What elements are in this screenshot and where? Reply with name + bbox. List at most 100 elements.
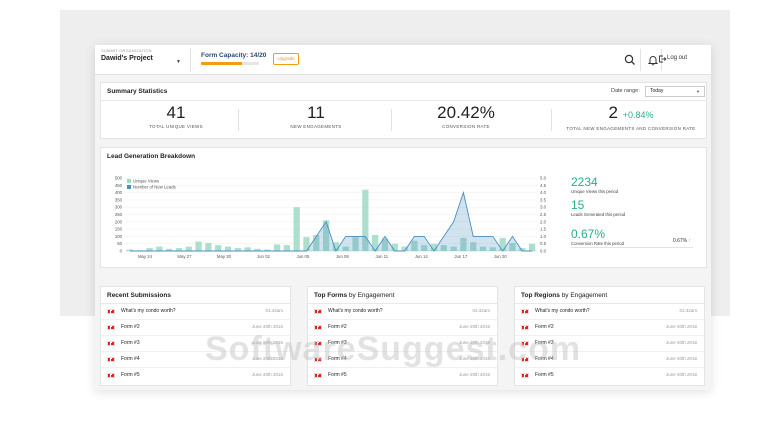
summary-title: Summary Statistics: [107, 88, 168, 95]
stat-label: TOTAL NEW ENGAGEMENTS AND CONVERSION RAT…: [566, 126, 696, 131]
row-date: June 20th 2016: [251, 340, 283, 345]
bar: [234, 248, 241, 251]
y-left-tick-label: 500: [115, 176, 123, 181]
list-item[interactable]: Form #4 June 20th 2016: [308, 352, 497, 368]
row-date: 01:42am: [265, 308, 283, 313]
date-range-select[interactable]: Today ▼: [645, 86, 705, 97]
bar: [205, 242, 212, 251]
bar: [342, 246, 349, 251]
canada-flag-icon: [521, 357, 529, 362]
y-left-tick-label: 450: [115, 183, 123, 188]
canada-flag-icon: [107, 341, 115, 346]
bar: [156, 246, 163, 251]
row-date: 01:42am: [679, 308, 697, 313]
y-right-tick-label: 4.0: [540, 190, 547, 195]
bar: [195, 241, 202, 251]
list-title-bold: Top Forms: [314, 292, 348, 299]
bar: [352, 237, 359, 251]
list-item[interactable]: Form #3 June 20th 2016: [308, 336, 497, 352]
bar: [322, 220, 330, 251]
stat-value: 41: [166, 103, 186, 122]
caret-down-icon: ▼: [696, 89, 700, 94]
list-item[interactable]: Form #4 June 20th 2016: [515, 352, 704, 368]
arrow-up-icon: ↑: [688, 238, 692, 244]
row-name: Form #2: [328, 324, 347, 330]
lead-generation-card: Lead Generation Breakdown 0 50 100 150 200 25…: [100, 147, 707, 268]
row-name: Form #4: [121, 356, 140, 362]
bar: [489, 247, 496, 251]
row-date: June 20th 2016: [251, 372, 283, 377]
upgrade-button[interactable]: Upgrade: [273, 53, 299, 65]
leads-area: [129, 192, 533, 251]
x-tick-label: Jun 02: [257, 254, 271, 259]
list-title-light: by Engagement: [559, 292, 608, 299]
bar: [283, 245, 290, 251]
list-item[interactable]: Form #5 June 20th 2016: [101, 368, 290, 384]
logout-link[interactable]: Log out: [667, 55, 688, 61]
divider: [190, 48, 191, 72]
row-name: What's my condo worth?: [535, 308, 590, 314]
views-period-value: 2234: [571, 175, 598, 189]
conversion-sparkline: [571, 247, 693, 248]
list-title: Top Forms by Engagement: [314, 292, 394, 299]
bar: [430, 243, 438, 251]
form-capacity-fill: [201, 62, 242, 65]
list-item[interactable]: Form #2 June 20th 2016: [101, 320, 290, 336]
list-item[interactable]: Form #2 June 20th 2016: [515, 320, 704, 336]
bar: [264, 249, 271, 251]
x-tick-label: Jun 17: [454, 254, 468, 259]
conversion-right-value: 0.67% ↑: [673, 238, 691, 244]
list-title: Top Regions by Engagement: [521, 292, 607, 299]
y-right-tick-label: 3.5: [540, 197, 547, 202]
list-item[interactable]: What's my condo worth? 01:42am: [101, 304, 290, 320]
list-item[interactable]: Form #5 June 20th 2016: [515, 368, 704, 384]
y-left-tick-label: 50: [117, 241, 122, 246]
summary-statistics-card: Summary Statistics Date range: Today ▼ 4…: [100, 82, 707, 139]
x-tick-label: May 30: [217, 254, 232, 259]
logout-icon[interactable]: [657, 54, 667, 64]
bar: [362, 189, 369, 251]
row-name: Form #3: [121, 340, 140, 346]
bar: [391, 243, 398, 251]
search-icon[interactable]: [623, 53, 637, 67]
stat-conversion-rate: 20.42% CONVERSION RATE: [401, 103, 531, 137]
y-right-tick-label: 2.5: [540, 212, 547, 217]
list-item[interactable]: Form #5 June 20th 2016: [308, 368, 497, 384]
row-name: What's my condo worth?: [121, 308, 176, 314]
bell-icon[interactable]: [646, 53, 660, 67]
y-left-tick-label: 400: [115, 190, 123, 195]
stat-total-engagements: 2 +0.84% TOTAL NEW ENGAGEMENTS AND CONVE…: [556, 103, 706, 137]
bar: [273, 244, 281, 251]
bar: [499, 237, 506, 251]
y-right-tick-label: 5.0: [540, 176, 547, 181]
y-left-tick-label: 250: [115, 212, 123, 217]
legend-label-views: Unique Views: [133, 179, 159, 184]
organization-selector[interactable]: SUMMIT ORGANIZATION Dawid's Project ▼: [101, 48, 187, 72]
row-date: June 20th 2016: [665, 340, 697, 345]
x-tick-label: Jun 11: [376, 254, 389, 259]
list-title-light: by Engagement: [347, 292, 395, 299]
list-item[interactable]: What's my condo worth? 01:42am: [308, 304, 497, 320]
bar: [332, 242, 340, 251]
conversion-period-label: Conversion Rate this period: [571, 241, 625, 246]
stat-label: CONVERSION RATE: [442, 124, 490, 129]
list-item[interactable]: What's my condo worth? 01:42am: [515, 304, 704, 320]
bar: [460, 237, 467, 251]
stat-value: 20.42%: [437, 103, 495, 122]
y-left-tick-label: 200: [115, 219, 123, 224]
row-date: June 20th 2016: [665, 356, 697, 361]
list-item[interactable]: Form #4 June 20th 2016: [101, 352, 290, 368]
bar: [166, 248, 173, 251]
list-item[interactable]: Form #2 June 20th 2016: [308, 320, 497, 336]
y-left-tick-label: 350: [115, 197, 123, 202]
summary-header: Summary Statistics Date range: Today ▼: [101, 83, 706, 101]
list-title-bold: Top Regions: [521, 292, 560, 299]
list-item[interactable]: Form #3 June 20th 2016: [515, 336, 704, 352]
row-name: Form #2: [535, 324, 554, 330]
list-item[interactable]: Form #3 June 20th 2016: [101, 336, 290, 352]
recent-submissions-card: Recent Submissions What's my condo worth…: [100, 286, 291, 386]
canada-flag-icon: [314, 325, 322, 330]
row-name: Form #5: [121, 372, 140, 378]
list-header: Top Regions by Engagement: [515, 287, 704, 304]
list-title-bold: Recent Submissions: [107, 292, 171, 299]
